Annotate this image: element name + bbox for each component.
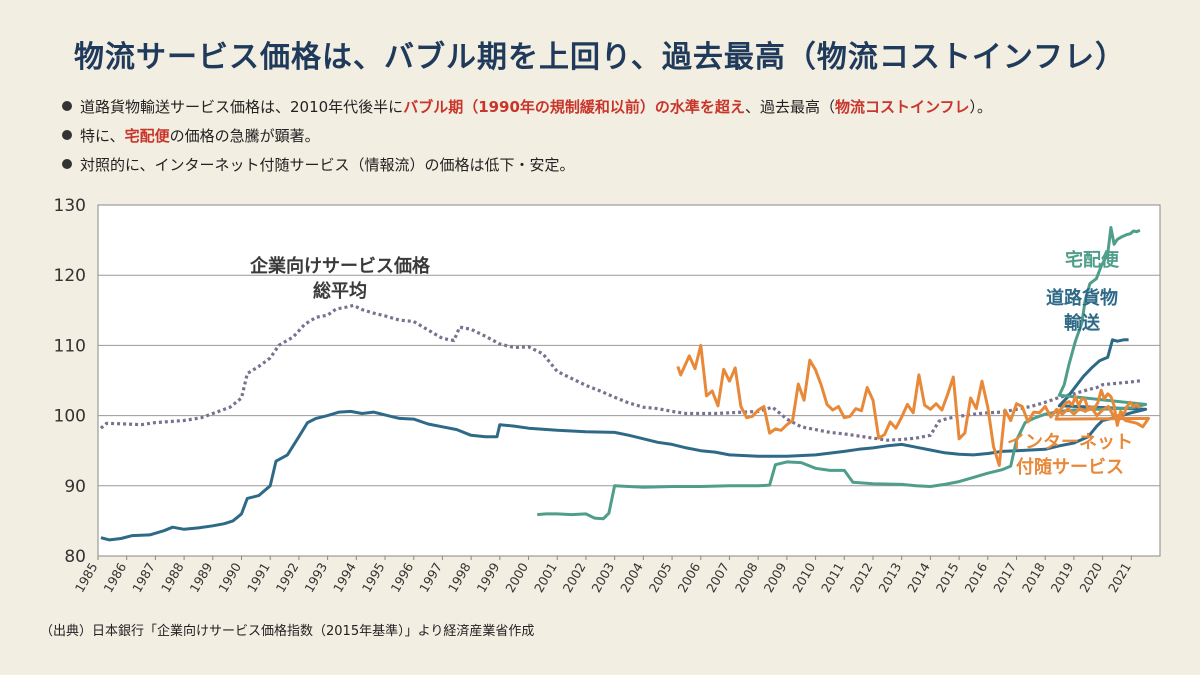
y-tick-label: 90 [64,477,86,497]
series-label-line: 宅配便 [1065,249,1120,271]
x-tick-label: 2002 [560,560,589,595]
x-tick-label: 2000 [502,560,531,595]
x-tick-label: 1992 [273,560,302,595]
x-tick-label: 2016 [961,560,990,595]
emphasis-text: バブル期（1990年の規制緩和以前）の水準を超え [403,98,745,116]
series-label-line: 企業向けサービス価格 [249,255,431,277]
x-tick-label: 1995 [359,560,388,595]
x-tick-label: 2013 [875,560,904,595]
x-tick-label: 2008 [732,560,761,595]
bullet-text-segment: 、過去最高（ [744,98,835,116]
x-tick-label: 2009 [761,560,790,595]
x-tick-label: 2014 [904,560,933,595]
bullet-text-segment: 特に、 [80,127,125,145]
series-label-line: 輸送 [1064,312,1101,334]
x-tick-label: 2010 [789,560,818,595]
bullet-text: 対照的に、インターネット付随サービス（情報流）の価格は低下・安定。 [80,156,575,174]
x-tick-label: 1989 [187,560,216,595]
x-tick-label: 2012 [847,560,876,595]
bullet-dot [62,159,72,169]
series-label-line: 総平均 [313,280,367,302]
x-tick-label: 2003 [588,560,617,595]
bullet-text: 道路貨物輸送サービス価格は、2010年代後半にバブル期（1990年の規制緩和以前… [80,98,992,116]
x-tick-label: 2018 [1019,560,1048,595]
x-tick-label: 1993 [301,560,330,595]
x-tick-label: 1990 [215,560,244,595]
series-line-total [99,303,1143,442]
y-tick-label: 100 [54,407,86,427]
series-label-line: 道路貨物 [1046,287,1118,309]
series-label-line: 付随サービス [1016,456,1124,478]
bullet-dot [62,130,72,140]
source-note: （出典）日本銀行「企業向けサービス価格指数（2015年基準）」より経済産業省作成 [40,624,535,639]
x-tick-label: 1986 [100,560,129,595]
x-tick-label: 2007 [703,560,732,595]
series-label-parcel: 宅配便 [1065,249,1120,271]
x-tick-label: 2019 [1048,560,1077,595]
x-tick-label: 1991 [244,560,273,595]
x-tick-label: 2011 [818,560,847,595]
series-line-parcel [537,226,1148,521]
chart-axes [97,556,1132,560]
x-tick-label: 1996 [387,560,416,595]
bullet-dot [62,101,72,111]
x-tick-label: 1988 [158,560,187,595]
bullet-item: 対照的に、インターネット付随サービス（情報流）の価格は低下・安定。 [62,155,992,184]
y-tick-label: 120 [54,266,86,286]
x-tick-label: 2021 [1105,560,1134,595]
x-tick-label: 1999 [474,560,503,595]
bullet-text-segment: の価格の急騰が顕著。 [169,127,320,145]
bullet-text-segment: 道路貨物輸送サービス価格は、2010年代後半に [80,98,404,116]
y-tick-label: 110 [54,336,86,356]
bullet-item: 道路貨物輸送サービス価格は、2010年代後半にバブル期（1990年の規制緩和以前… [62,97,992,126]
x-tick-label: 2001 [531,560,560,595]
page-title: 物流サービス価格は、バブル期を上回り、過去最高（物流コストインフレ） [74,40,1126,75]
x-tick-label: 2015 [933,560,962,595]
x-tick-label: 2004 [617,560,646,595]
x-tick-label: 2017 [990,560,1019,595]
emphasis-text: 宅配便 [124,127,170,145]
y-tick-label: 80 [64,547,86,567]
x-tick-label: 1994 [330,560,359,595]
bullet-item: 特に、宅配便の価格の急騰が顕著。 [62,126,992,155]
emphasis-text: 物流コストインフレ [834,98,970,116]
x-tick-label: 1997 [416,560,445,595]
x-tick-label: 1987 [129,560,158,595]
series-line-road [100,338,1148,542]
series-label-total: 企業向けサービス価格総平均 [249,255,431,302]
series-label-line: インターネット [1007,432,1133,453]
x-tick-label: 2020 [1076,560,1105,595]
bullet-text-segment: 対照的に、インターネット付随サービス（情報流）の価格は低下・安定。 [80,156,575,174]
y-tick-label: 130 [54,196,86,216]
x-tick-label: 1998 [445,560,474,595]
x-tick-label: 2005 [646,560,675,595]
series-label-road: 道路貨物輸送 [1046,287,1118,334]
bullet-list: 道路貨物輸送サービス価格は、2010年代後半にバブル期（1990年の規制緩和以前… [62,97,992,184]
series-label-internet: インターネット付随サービス [1007,432,1133,478]
x-tick-label: 2006 [674,560,703,595]
series-line-internet [676,343,1150,467]
bullet-text: 特に、宅配便の価格の急騰が顕著。 [80,127,320,145]
bullet-text-segment: ）。 [969,98,993,116]
chart-series [99,226,1150,542]
